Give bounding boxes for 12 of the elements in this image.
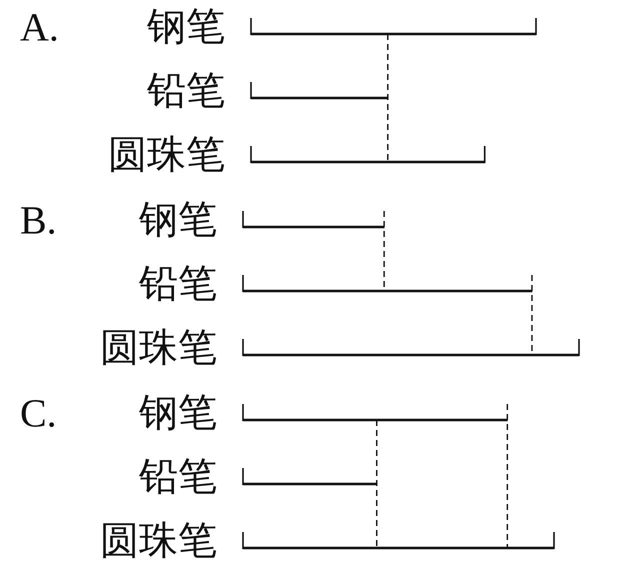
- y-tick-label: 钢笔: [138, 198, 217, 242]
- y-tick-label: 钢笔: [138, 391, 217, 434]
- chart-title: C.: [20, 390, 57, 436]
- y-tick-label: 铅笔: [138, 455, 217, 498]
- chart-title: A.: [20, 4, 59, 50]
- y-tick-label: 圆珠笔: [108, 133, 225, 176]
- y-tick-label: 钢笔: [146, 5, 225, 48]
- y-tick-label: 圆珠笔: [100, 519, 217, 562]
- y-tick-label: 圆珠笔: [100, 326, 217, 370]
- y-tick-label: 铅笔: [146, 69, 225, 112]
- chart-title: B.: [20, 198, 57, 242]
- y-tick-label: 铅笔: [138, 262, 217, 306]
